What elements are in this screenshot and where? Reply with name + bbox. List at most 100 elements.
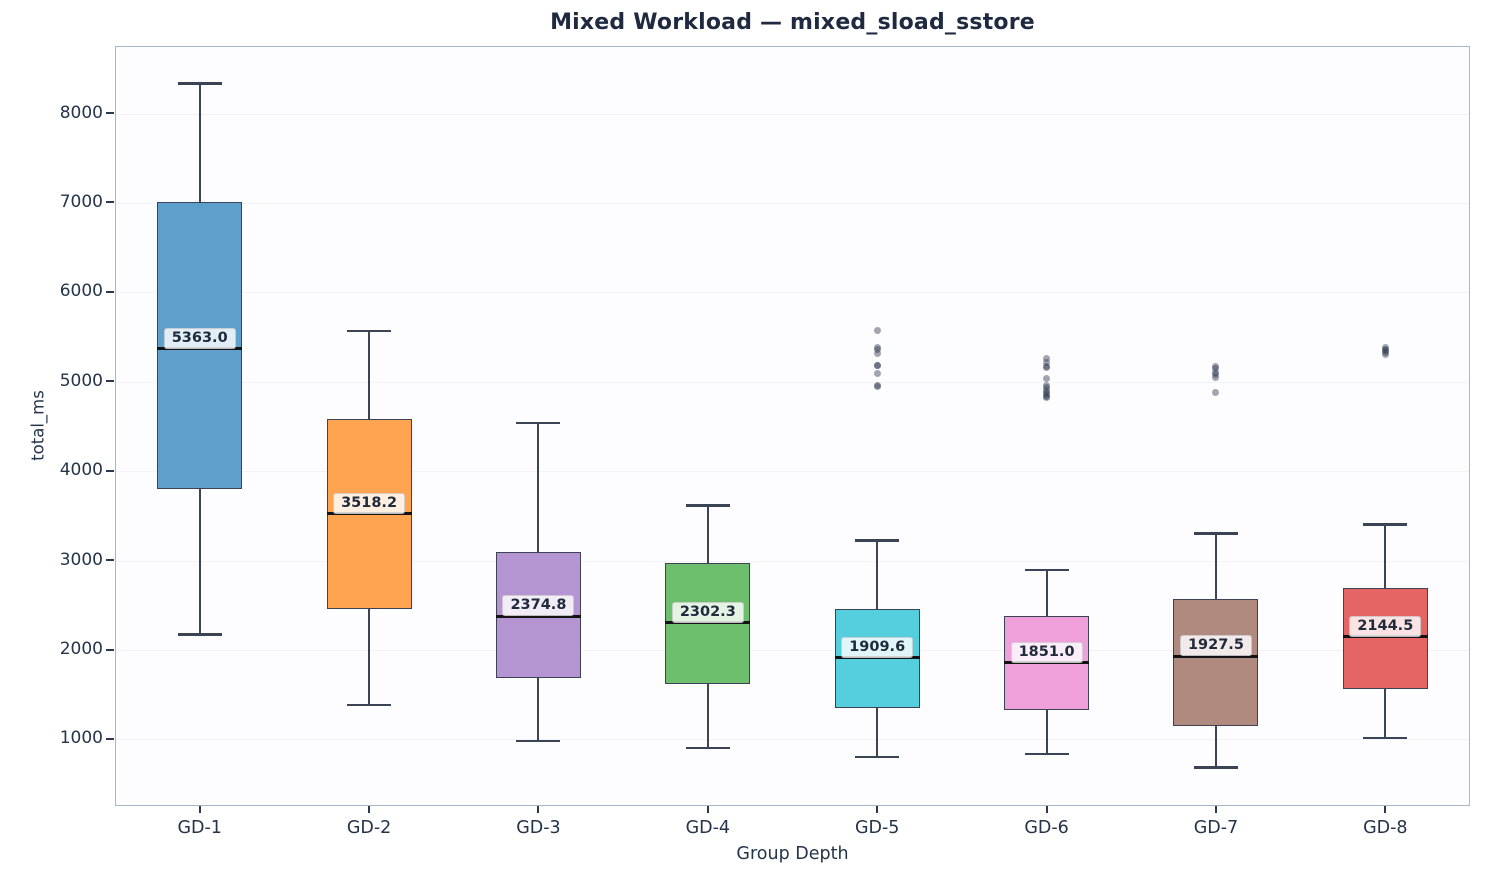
box-gd-8 xyxy=(1342,587,1428,689)
gridline-5000 xyxy=(116,381,1469,383)
y-tick-mark xyxy=(106,290,114,293)
gridline-4000 xyxy=(116,471,1469,473)
whisker-upper xyxy=(537,422,540,553)
whisker-cap-upper xyxy=(1193,532,1238,535)
median-value-label: 2144.5 xyxy=(1349,615,1422,637)
median-line xyxy=(665,621,751,624)
gridline-8000 xyxy=(116,113,1469,115)
outlier-point xyxy=(1212,365,1220,373)
whisker-cap-lower xyxy=(347,703,392,707)
plot-area xyxy=(115,46,1470,806)
y-tick-mark xyxy=(106,112,114,115)
y-tick-label: 8000 xyxy=(59,102,103,123)
whisker-upper xyxy=(706,505,709,563)
x-tick-label-gd-3: GD-3 xyxy=(516,818,561,838)
median-line xyxy=(495,614,581,618)
median-line xyxy=(157,347,243,351)
outlier-point xyxy=(1043,359,1051,367)
median-value-label: 2374.8 xyxy=(502,595,575,617)
median-line xyxy=(326,512,412,516)
x-tick-label-gd-5: GD-5 xyxy=(854,818,900,838)
median-line xyxy=(1342,635,1428,639)
chart-title: Mixed Workload — mixed_sload_sstore xyxy=(550,10,1035,35)
x-tick-label-gd-8: GD-8 xyxy=(1363,818,1408,838)
outlier-point xyxy=(1043,375,1051,383)
whisker-upper xyxy=(198,83,201,203)
median-value-label: 5363.0 xyxy=(163,327,236,349)
whisker-upper xyxy=(368,330,371,419)
outlier-point xyxy=(1212,388,1220,396)
outlier-point xyxy=(1043,382,1051,390)
x-tick-mark xyxy=(1045,806,1048,813)
gridline-6000 xyxy=(116,292,1469,294)
outlier-point xyxy=(1381,345,1389,353)
y-tick-label: 5000 xyxy=(59,370,103,391)
whisker-cap-lower xyxy=(1363,736,1408,740)
whisker-cap-upper xyxy=(177,82,222,85)
x-tick-mark xyxy=(368,806,371,813)
outlier-point xyxy=(1212,368,1220,376)
whisker-cap-lower xyxy=(516,739,561,743)
gridline-3000 xyxy=(116,560,1469,562)
whisker-lower xyxy=(537,678,540,742)
whisker-lower xyxy=(1214,725,1217,768)
outlier-point xyxy=(873,361,881,369)
whisker-cap-lower xyxy=(855,755,900,759)
whisker-cap-lower xyxy=(1193,766,1238,769)
outlier-point xyxy=(873,350,881,358)
outlier-point xyxy=(1381,349,1389,357)
whisker-upper xyxy=(1214,533,1217,600)
outlier-point xyxy=(873,382,881,390)
outlier-point xyxy=(873,343,881,351)
outlier-point xyxy=(873,369,881,377)
outlier-point xyxy=(1043,391,1051,399)
y-tick-mark xyxy=(106,469,114,472)
outlier-point xyxy=(1381,350,1389,358)
outlier-point xyxy=(1043,393,1051,401)
median-value-label: 1851.0 xyxy=(1010,641,1083,663)
median-value-label: 2302.3 xyxy=(671,601,744,623)
x-tick-mark xyxy=(1214,806,1217,813)
whisker-cap-upper xyxy=(347,329,392,333)
x-tick-label-gd-1: GD-1 xyxy=(177,818,222,838)
whisker-cap-upper xyxy=(1363,523,1408,526)
whisker-lower xyxy=(1384,688,1387,739)
outlier-point xyxy=(1043,355,1051,363)
y-tick-mark xyxy=(106,559,114,562)
x-tick-label-gd-6: GD-6 xyxy=(1024,818,1069,838)
y-tick-mark xyxy=(106,380,114,383)
x-tick-mark xyxy=(537,806,540,813)
whisker-upper xyxy=(1045,569,1048,616)
outlier-point xyxy=(1043,364,1051,372)
whisker-cap-upper xyxy=(1024,568,1069,572)
median-value-label: 3518.2 xyxy=(333,492,406,514)
x-tick-mark xyxy=(706,806,709,813)
x-tick-label-gd-4: GD-4 xyxy=(685,818,731,838)
median-value-label: 1927.5 xyxy=(1179,635,1252,656)
box-gd-7 xyxy=(1173,599,1259,726)
whisker-lower xyxy=(876,707,879,757)
whisker-upper xyxy=(1384,524,1387,588)
y-tick-label: 4000 xyxy=(59,460,103,481)
whisker-lower xyxy=(1045,710,1048,755)
gridline-1000 xyxy=(116,739,1469,741)
whisker-lower xyxy=(198,488,201,635)
outlier-point xyxy=(873,345,881,353)
outlier-point xyxy=(1043,384,1051,392)
y-tick-label: 3000 xyxy=(59,549,103,570)
outlier-point xyxy=(1212,363,1220,371)
outlier-point xyxy=(1043,362,1051,370)
y-tick-mark xyxy=(106,201,114,204)
x-tick-label-gd-7: GD-7 xyxy=(1193,818,1239,838)
whisker-cap-lower xyxy=(177,633,222,636)
outlier-point xyxy=(1212,374,1220,382)
whisker-cap-upper xyxy=(516,421,561,425)
whisker-cap-upper xyxy=(855,539,900,542)
whisker-cap-lower xyxy=(1024,752,1069,756)
outlier-point xyxy=(1381,343,1389,351)
whisker-cap-upper xyxy=(685,504,730,507)
median-line xyxy=(834,656,920,660)
y-tick-mark xyxy=(106,648,114,651)
x-axis-label: Group Depth xyxy=(736,844,849,864)
